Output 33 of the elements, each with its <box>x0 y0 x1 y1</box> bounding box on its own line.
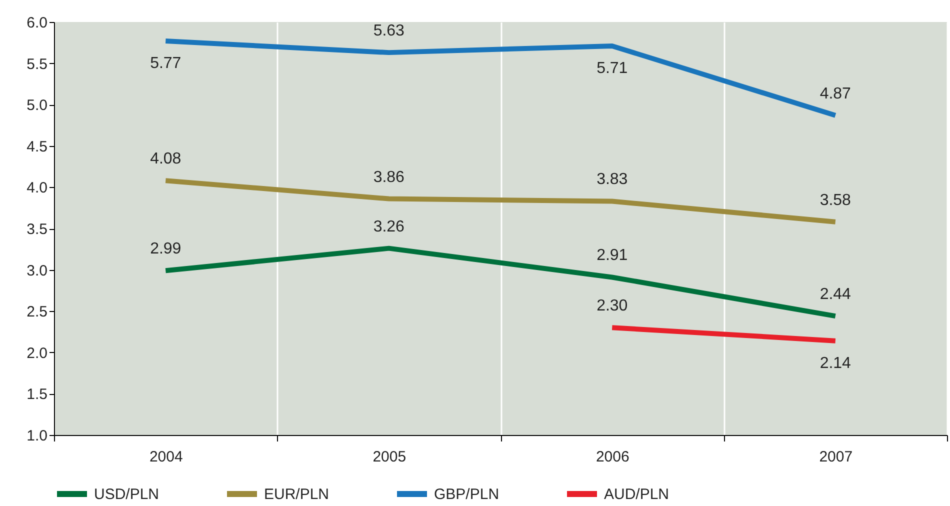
x-tick-label: 2007 <box>819 448 853 466</box>
data-label: 5.63 <box>373 22 405 40</box>
y-tick-label: 4.0 <box>26 180 48 197</box>
data-label: 2.44 <box>820 286 852 304</box>
data-label: 4.08 <box>150 150 182 168</box>
legend-label: GBP/PLN <box>434 486 500 503</box>
data-label: 3.58 <box>820 192 852 209</box>
data-label: 5.77 <box>150 55 182 72</box>
x-tick-label: 2006 <box>596 448 630 466</box>
data-label: 3.83 <box>596 171 628 188</box>
data-label: 2.91 <box>596 247 628 264</box>
legend-label: AUD/PLN <box>604 486 670 503</box>
y-tick-label: 2.5 <box>26 304 48 321</box>
data-label: 2.99 <box>150 240 182 258</box>
y-tick-label: 3.0 <box>26 262 48 280</box>
x-tick-label: 2004 <box>149 448 183 466</box>
y-tick-label: 2.0 <box>26 344 48 362</box>
x-tick-label: 2005 <box>372 448 406 466</box>
y-tick-label: 1.0 <box>26 428 48 444</box>
data-label: 3.26 <box>373 218 405 236</box>
data-label: 2.14 <box>820 354 852 372</box>
data-label: 3.86 <box>373 168 405 186</box>
data-label: 5.71 <box>596 60 628 77</box>
legend-label: EUR/PLN <box>264 486 330 503</box>
y-tick-label: 5.5 <box>26 56 48 73</box>
y-tick-label: 4.5 <box>26 138 48 156</box>
y-tick-label: 1.5 <box>26 386 48 404</box>
data-label: 2.30 <box>596 298 628 315</box>
data-label: 4.87 <box>820 85 852 102</box>
y-tick-label: 5.0 <box>26 97 48 114</box>
y-tick-label: 3.5 <box>26 221 48 238</box>
y-tick-label: 6.0 <box>26 14 48 32</box>
legend-label: USD/PLN <box>94 486 160 503</box>
